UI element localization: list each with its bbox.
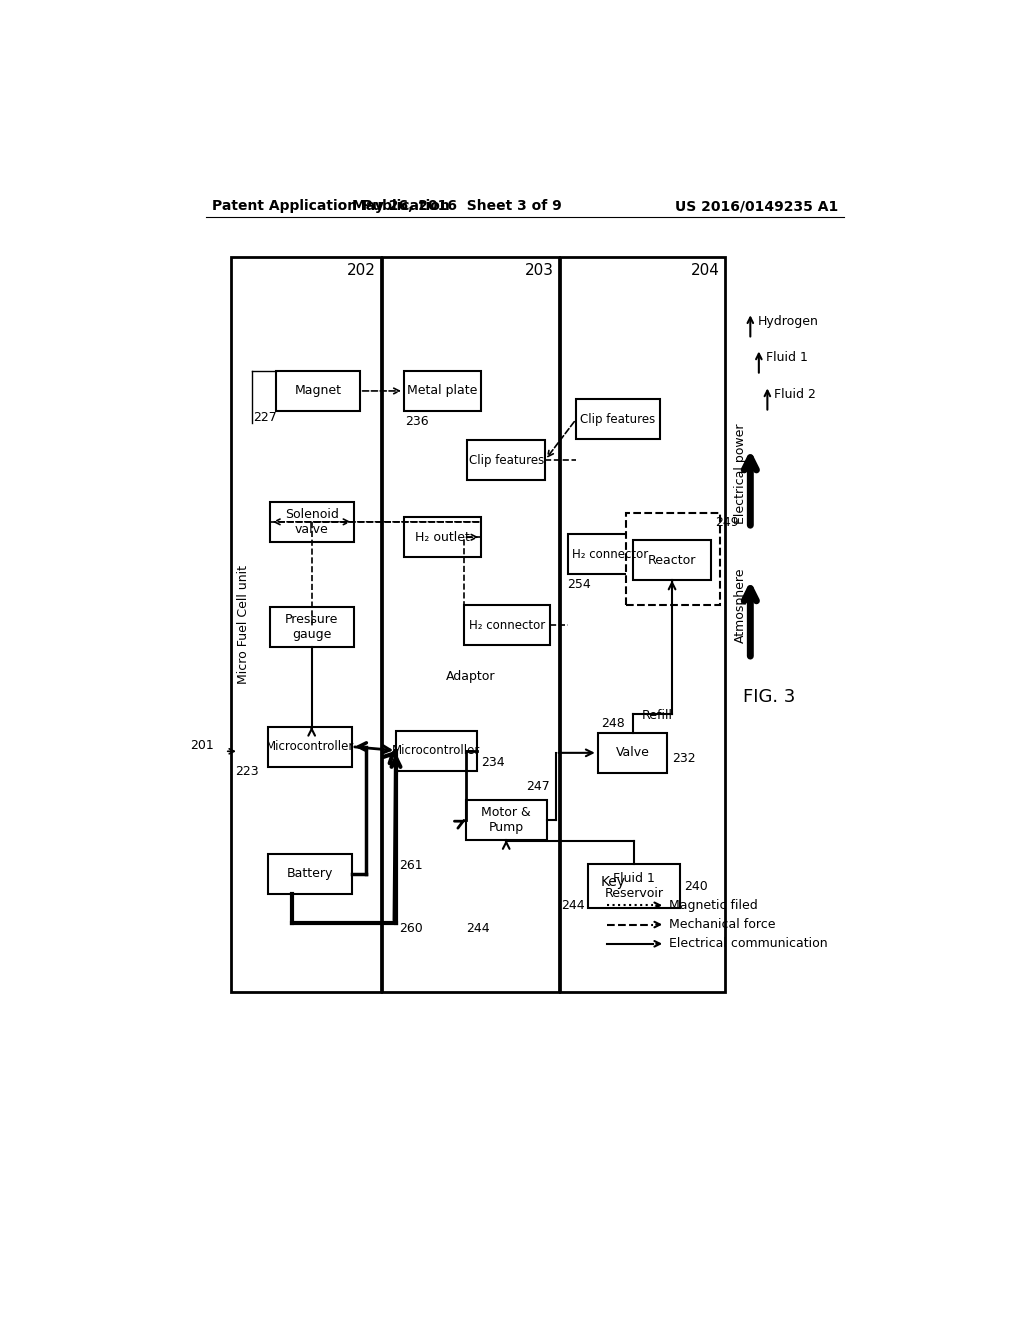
Text: Atmosphere: Atmosphere [734,568,746,643]
Text: 227: 227 [253,411,276,424]
Text: Refill: Refill [642,709,673,722]
Text: Fluid 1
Reservoir: Fluid 1 Reservoir [604,873,664,900]
Bar [626,512,720,605]
Bar [396,730,477,771]
Text: Mechanical force: Mechanical force [669,917,775,931]
Text: 202: 202 [347,263,376,279]
Text: Patent Application Publication: Patent Application Publication [212,199,450,213]
Text: US 2016/0149235 A1: US 2016/0149235 A1 [675,199,838,213]
Text: H₂ outlet: H₂ outlet [415,531,470,544]
Text: Fluid 2: Fluid 2 [774,388,816,401]
Text: 232: 232 [672,752,695,766]
Text: Adaptor: Adaptor [445,671,496,684]
Bar [598,733,668,774]
Text: 236: 236 [406,416,429,428]
Bar [589,863,680,908]
Text: FIG. 3: FIG. 3 [742,689,795,706]
Text: 203: 203 [525,263,554,279]
Text: May 26, 2016  Sheet 3 of 9: May 26, 2016 Sheet 3 of 9 [352,199,562,213]
Text: Pressure
gauge: Pressure gauge [285,614,338,642]
Bar [464,605,550,645]
Text: Key: Key [601,875,626,890]
Text: Microcontroller: Microcontroller [392,744,480,758]
Text: Electrical power: Electrical power [734,424,746,524]
Bar [633,540,711,581]
Text: Micro Fuel Cell unit: Micro Fuel Cell unit [237,565,250,684]
Bar [575,400,659,440]
Text: Hydrogen: Hydrogen [758,315,818,329]
Bar [268,854,352,894]
Text: 248: 248 [601,717,625,730]
Text: H₂ connector: H₂ connector [469,619,545,631]
Text: Solenoid
valve: Solenoid valve [285,508,339,536]
Bar [403,371,481,411]
Text: 240: 240 [684,879,708,892]
Text: 244: 244 [466,921,489,935]
Bar [268,726,352,767]
Text: 254: 254 [566,578,591,591]
Text: Metal plate: Metal plate [408,384,478,397]
Text: 244: 244 [561,899,586,912]
Text: Motor &
Pump: Motor & Pump [481,805,531,834]
Text: H₂ connector: H₂ connector [572,548,648,561]
Bar [382,257,559,993]
Bar [568,535,652,574]
Text: 223: 223 [236,764,259,777]
Text: Reactor: Reactor [648,554,696,566]
Text: Clip features: Clip features [469,454,544,467]
Text: 204: 204 [691,263,720,279]
Text: Magnet: Magnet [294,384,341,397]
Text: 260: 260 [399,921,423,935]
Text: Valve: Valve [615,746,649,759]
Bar [270,607,353,647]
Bar [467,441,545,480]
Text: Microcontroller: Microcontroller [266,741,354,754]
Text: 261: 261 [399,859,423,871]
Bar [466,800,547,840]
Bar [276,371,359,411]
Text: Electrical communication: Electrical communication [669,937,827,950]
Text: Battery: Battery [287,867,334,880]
Bar [403,517,481,557]
Text: 234: 234 [481,756,505,770]
Bar [560,257,725,993]
Text: 249: 249 [716,516,739,529]
Text: Clip features: Clip features [581,413,655,426]
Text: 247: 247 [526,780,550,793]
Text: Fluid 1: Fluid 1 [766,351,808,364]
Bar [231,257,381,993]
Text: Magnetic filed: Magnetic filed [669,899,758,912]
Text: 201: 201 [190,739,214,752]
Bar [270,502,353,543]
